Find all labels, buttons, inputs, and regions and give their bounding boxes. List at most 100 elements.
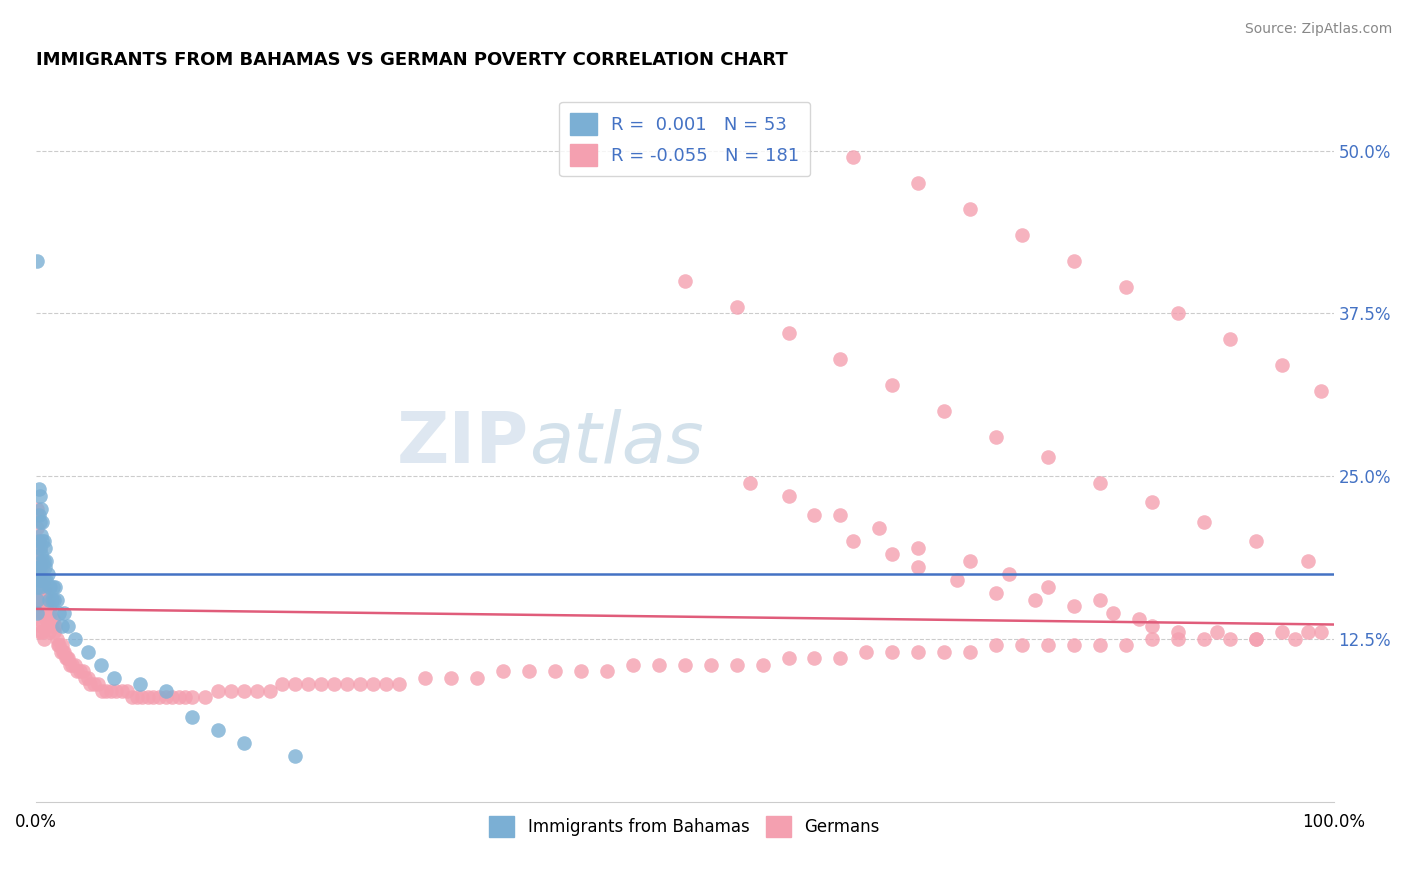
Point [1140, 495, 1163, 509]
Point [1036, 638, 1059, 652]
Point [53, 645, 76, 659]
Point [492, 665, 515, 679]
Point [27, 534, 49, 549]
Point [830, 351, 852, 366]
Point [934, 645, 956, 659]
Point [1167, 306, 1189, 320]
Point [25, 521, 48, 535]
Point [30, 580, 52, 594]
Point [167, 690, 190, 705]
Point [155, 690, 177, 705]
Point [110, 684, 132, 698]
Point [1192, 632, 1215, 646]
Point [34, 606, 56, 620]
Point [27, 534, 49, 549]
Point [998, 566, 1021, 581]
Point [34, 541, 56, 555]
Point [699, 657, 721, 672]
Point [72, 665, 94, 679]
Point [38, 592, 60, 607]
Point [1219, 332, 1241, 346]
Point [25, 586, 48, 600]
Point [46, 638, 69, 652]
Point [375, 677, 398, 691]
Point [32, 574, 55, 588]
Point [27, 592, 49, 607]
Point [1063, 599, 1085, 614]
Point [27, 482, 49, 496]
Point [907, 176, 929, 190]
Point [1088, 475, 1111, 490]
Point [830, 508, 852, 523]
Point [596, 665, 619, 679]
Point [56, 651, 79, 665]
Point [1244, 632, 1267, 646]
Point [1063, 254, 1085, 268]
Point [28, 560, 51, 574]
Point [39, 580, 62, 594]
Point [31, 599, 53, 614]
Point [160, 690, 183, 705]
Point [1115, 638, 1137, 652]
Point [1284, 632, 1306, 646]
Point [1140, 619, 1163, 633]
Point [42, 592, 65, 607]
Point [180, 690, 202, 705]
Point [58, 619, 80, 633]
Point [323, 677, 346, 691]
Point [934, 404, 956, 418]
Text: Source: ZipAtlas.com: Source: ZipAtlas.com [1244, 22, 1392, 37]
Point [725, 657, 748, 672]
Text: IMMIGRANTS FROM BAHAMAS VS GERMAN POVERTY CORRELATION CHART: IMMIGRANTS FROM BAHAMAS VS GERMAN POVERT… [37, 51, 787, 69]
Point [907, 645, 929, 659]
Point [738, 475, 761, 490]
Point [32, 632, 55, 646]
Point [41, 592, 63, 607]
Point [1063, 638, 1085, 652]
Point [35, 554, 58, 568]
Point [127, 690, 149, 705]
Point [28, 541, 51, 555]
Point [148, 690, 170, 705]
Text: atlas: atlas [529, 409, 703, 478]
Point [882, 378, 904, 392]
Point [27, 612, 49, 626]
Point [882, 547, 904, 561]
Point [60, 657, 83, 672]
Point [194, 690, 217, 705]
Legend: Immigrants from Bahamas, Germans: Immigrants from Bahamas, Germans [482, 810, 887, 843]
Point [87, 677, 110, 691]
Point [25, 592, 48, 607]
Point [984, 586, 1007, 600]
Point [30, 527, 52, 541]
Point [94, 684, 117, 698]
Point [27, 574, 49, 588]
Point [28, 560, 51, 574]
Point [1036, 580, 1059, 594]
Point [30, 574, 52, 588]
Point [31, 515, 53, 529]
Point [48, 606, 70, 620]
Point [725, 300, 748, 314]
Point [41, 619, 63, 633]
Point [48, 638, 70, 652]
Point [778, 326, 800, 340]
Point [1244, 534, 1267, 549]
Point [90, 657, 112, 672]
Point [42, 580, 65, 594]
Point [27, 554, 49, 568]
Point [1167, 625, 1189, 640]
Point [868, 521, 890, 535]
Point [28, 489, 51, 503]
Point [363, 677, 385, 691]
Point [31, 554, 53, 568]
Point [778, 489, 800, 503]
Point [245, 684, 267, 698]
Point [1011, 228, 1033, 243]
Point [31, 606, 53, 620]
Point [1115, 280, 1137, 294]
Point [100, 684, 122, 698]
Point [38, 599, 60, 614]
Point [207, 723, 229, 737]
Point [25, 580, 48, 594]
